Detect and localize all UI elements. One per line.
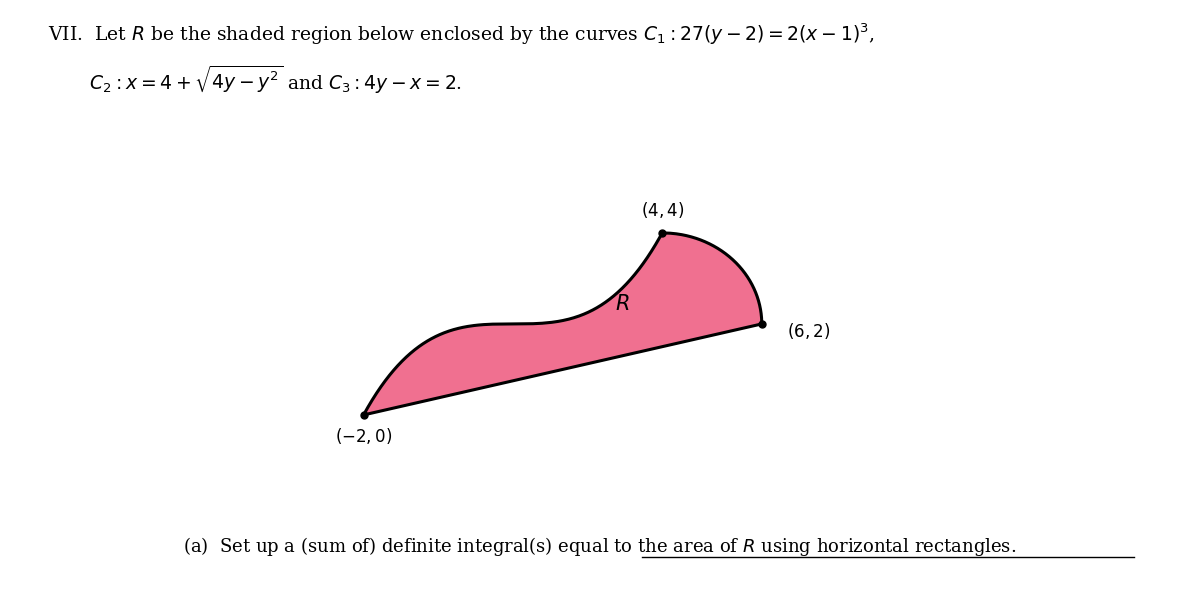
Text: (a)  Set up a (sum of) definite integral(s) equal to the area of $R$ using horiz: (a) Set up a (sum of) definite integral(… [184,535,1016,557]
Text: $C_2 : x = 4 + \sqrt{4y - y^2}$ and $C_3 : 4y - x = 2$.: $C_2 : x = 4 + \sqrt{4y - y^2}$ and $C_3… [48,63,462,95]
Text: $(6, 2)$: $(6, 2)$ [787,321,830,341]
Polygon shape [364,233,762,415]
Text: $R$: $R$ [616,294,630,314]
Text: $(4, 4)$: $(4, 4)$ [641,200,684,220]
Text: VII.  Let $R$ be the shaded region below enclosed by the curves $C_1 : 27(y - 2): VII. Let $R$ be the shaded region below … [48,21,875,47]
Text: $(-2, 0)$: $(-2, 0)$ [335,426,392,446]
